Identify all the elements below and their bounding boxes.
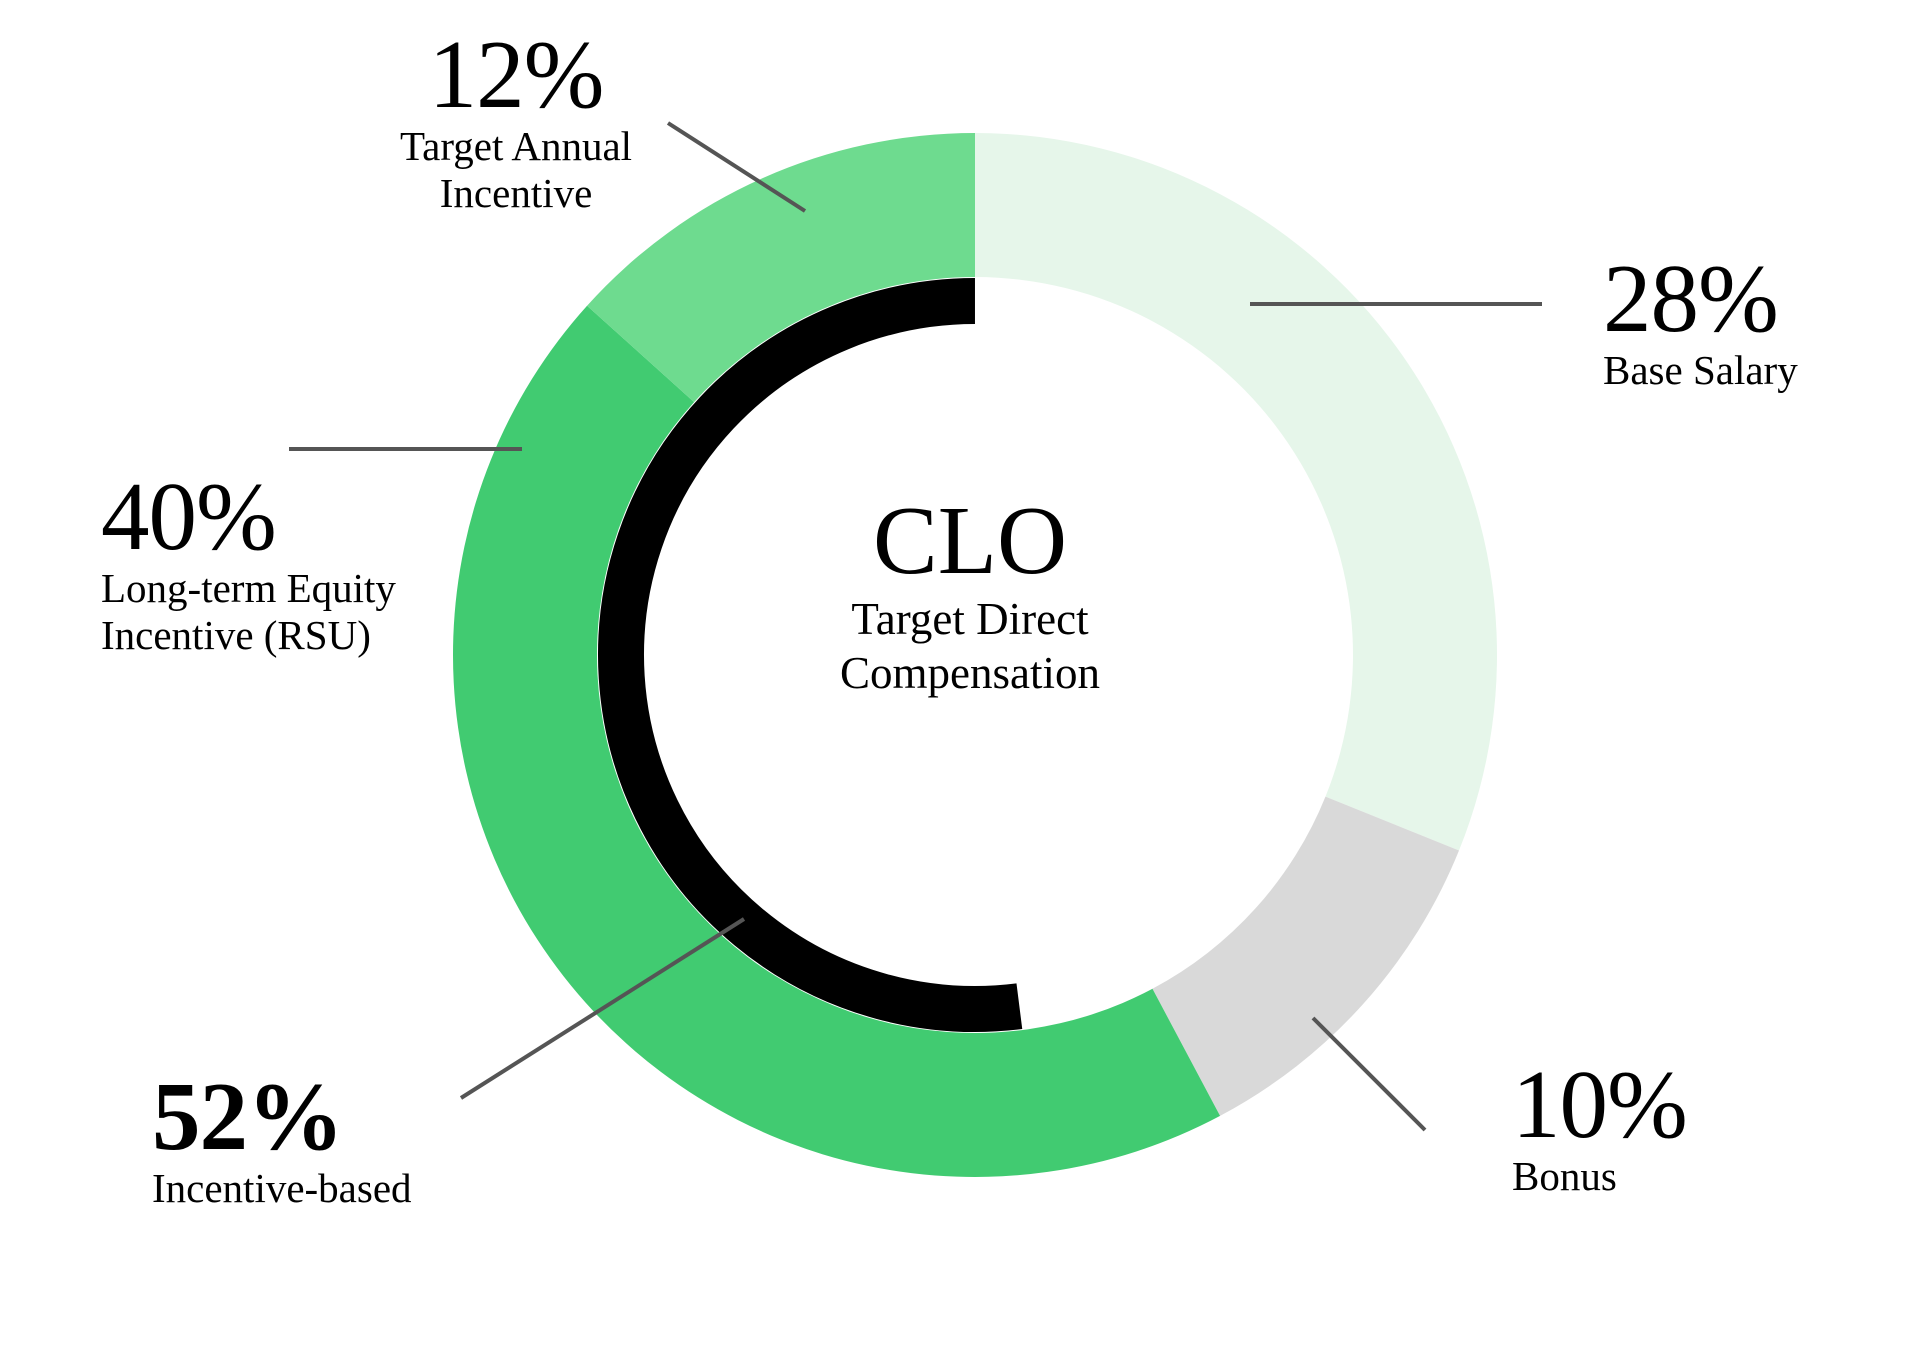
annual-incentive-percent: 12% xyxy=(428,21,605,128)
incentive-based-leader xyxy=(459,917,746,1100)
base-salary-slice xyxy=(975,133,1497,851)
base-salary-label: 28% Base Salary xyxy=(1603,250,1798,394)
annual-incentive-leader xyxy=(666,121,807,213)
incentive-based-percent: 52% xyxy=(152,1063,344,1170)
bonus-slice xyxy=(1152,796,1459,1116)
equity-incentive-slice xyxy=(453,305,1221,1177)
equity-incentive-name: Long-term Equity Incentive (RSU) xyxy=(101,565,396,658)
bonus-label: 10% Bonus xyxy=(1512,1051,1688,1200)
center-title: CLO xyxy=(873,487,1067,594)
incentive-based-arc xyxy=(598,278,1023,1032)
bonus-leader xyxy=(1311,1016,1427,1132)
bonus-percent: 10% xyxy=(1512,1051,1688,1158)
center-label: CLO Target Direct Compensation xyxy=(640,490,1300,700)
annual-incentive-name: Target Annual Incentive xyxy=(400,123,633,216)
center-subtitle: Target Direct Compensation xyxy=(840,593,1100,698)
base-salary-percent: 28% xyxy=(1603,245,1779,352)
base-salary-name: Base Salary xyxy=(1603,347,1798,393)
annual-incentive-slice xyxy=(587,132,975,403)
donut-slices xyxy=(453,132,1497,1177)
incentive-based-name: Incentive-based xyxy=(152,1165,412,1211)
leader-lines xyxy=(289,121,1542,1132)
equity-incentive-percent: 40% xyxy=(101,463,277,570)
bonus-name: Bonus xyxy=(1512,1153,1617,1199)
equity-incentive-label: 40% Long-term Equity Incentive (RSU) xyxy=(101,468,396,659)
incentive-based-label: 52% Incentive-based xyxy=(152,1068,412,1212)
annual-incentive-label: 12% Target Annual Incentive xyxy=(400,26,632,217)
